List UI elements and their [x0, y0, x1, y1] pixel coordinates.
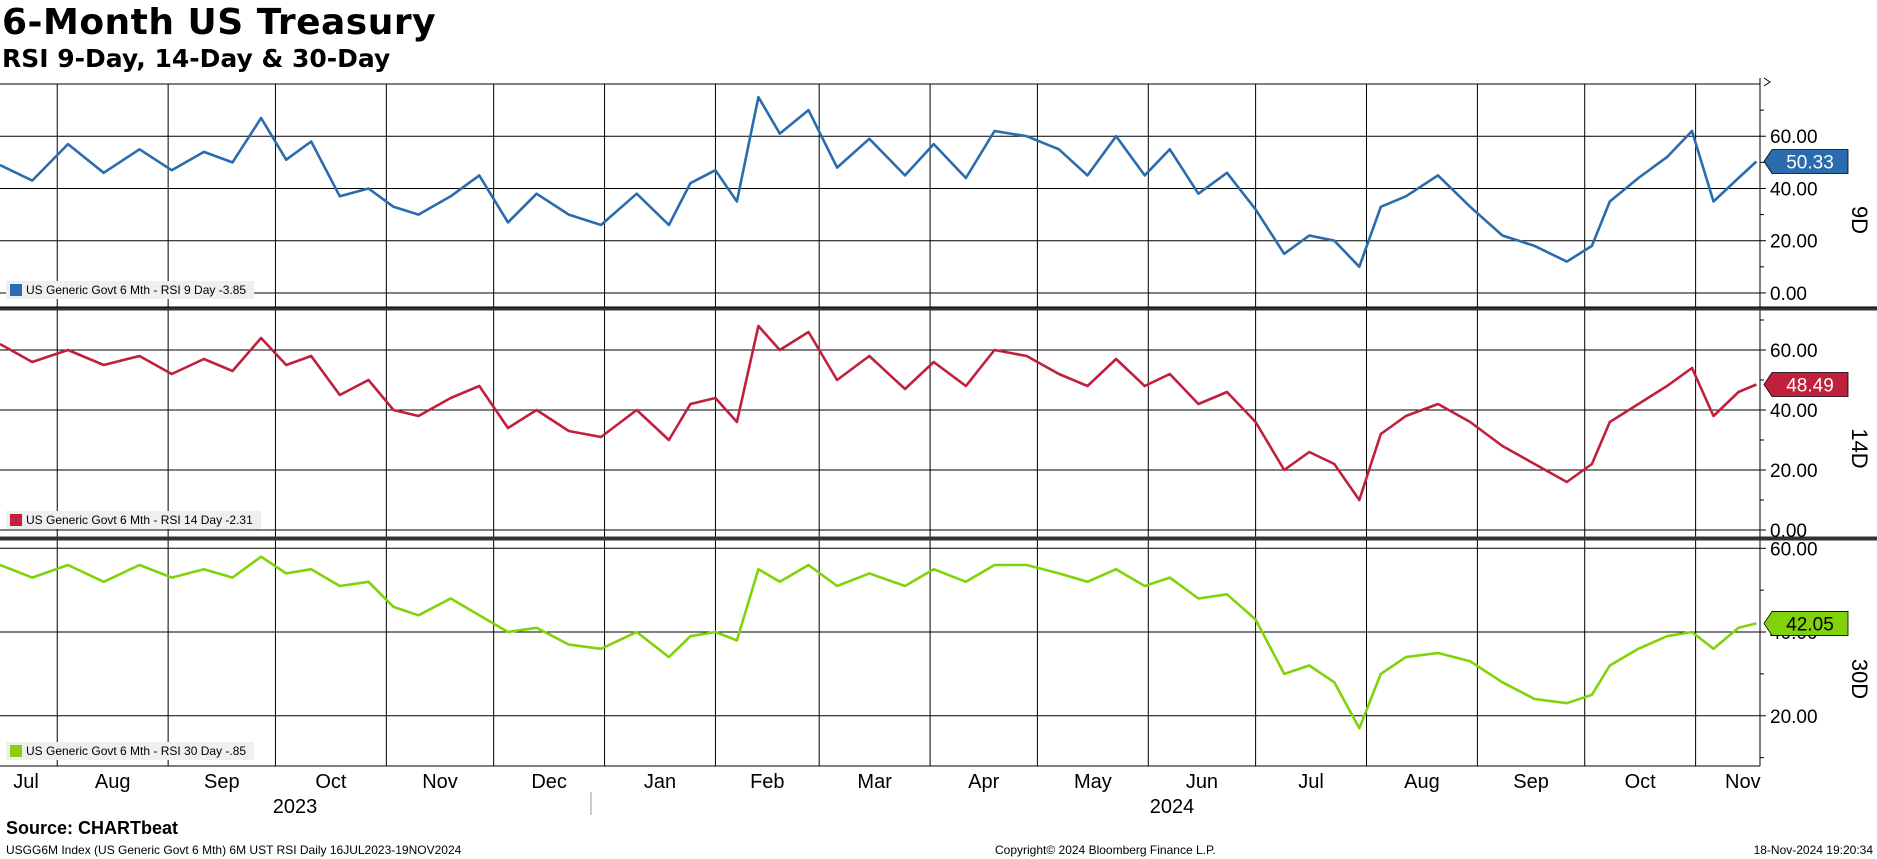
x-tick-label: Jul: [13, 771, 39, 793]
x-tick-label: Nov: [1725, 771, 1761, 793]
series-line-9D: [0, 95, 1758, 269]
last-value-label: 42.05: [1786, 614, 1834, 635]
x-tick-label: Apr: [968, 771, 999, 793]
panel-label: 9D: [1847, 206, 1872, 234]
series-line-30D: [0, 555, 1757, 730]
x-tick-label: Sep: [204, 771, 240, 793]
x-tick-label: Dec: [531, 771, 567, 793]
legend-label-9: US Generic Govt 6 Mth - RSI 9 Day -3.85: [26, 283, 247, 297]
legend-label-30: US Generic Govt 6 Mth - RSI 30 Day -.85: [26, 744, 247, 758]
last-value-tag: [1763, 372, 1849, 397]
y-tick-label: 40.00: [1770, 401, 1818, 422]
y-tick-label: 20.00: [1770, 461, 1818, 482]
chart-title: 6-Month US Treasury: [2, 2, 437, 43]
x-tick-label: Jun: [1186, 771, 1218, 793]
panel-label: 14D: [1847, 428, 1872, 468]
y-tick-label: 0.00: [1770, 284, 1807, 305]
x-tick-label: Sep: [1513, 771, 1549, 793]
y-tick-label: 60.00: [1770, 539, 1818, 560]
year-label: 2024: [1150, 796, 1195, 818]
source-label: Source: CHARTbeat: [6, 818, 179, 838]
y-tick-label: 60.00: [1770, 341, 1818, 362]
last-value-tag: [1763, 611, 1849, 636]
legend-rsi-30: US Generic Govt 6 Mth - RSI 30 Day -.85: [6, 742, 255, 760]
footer-ticker: USGG6M Index (US Generic Govt 6 Mth) 6M …: [6, 843, 462, 857]
footer-timestamp: 18-Nov-2024 19:20:34: [1753, 843, 1873, 857]
x-tick-label: Aug: [1404, 771, 1440, 793]
y-tick-label: 20.00: [1770, 232, 1818, 253]
axis-arrow: [1763, 77, 1771, 87]
y-tick-label: 40.00: [1770, 179, 1818, 200]
legend-swatch-14: [10, 514, 22, 526]
legend-rsi-14: US Generic Govt 6 Mth - RSI 14 Day -2.31: [6, 511, 261, 529]
last-value-label: 50.33: [1786, 152, 1834, 173]
x-tick-label: Aug: [95, 771, 131, 793]
x-tick-label: May: [1074, 771, 1112, 793]
legend-rsi-9: US Generic Govt 6 Mth - RSI 9 Day -3.85: [6, 281, 255, 299]
x-tick-label: Oct: [1625, 771, 1657, 793]
x-tick-label: Nov: [422, 771, 458, 793]
x-tick-label: Oct: [315, 771, 347, 793]
x-tick-label: Jan: [644, 771, 676, 793]
x-tick-label: Jul: [1298, 771, 1324, 793]
last-value-tag: [1763, 149, 1849, 174]
footer-copyright: Copyright© 2024 Bloomberg Finance L.P.: [995, 843, 1216, 857]
legend-label-14: US Generic Govt 6 Mth - RSI 14 Day -2.31: [26, 513, 253, 527]
chart-subtitle: RSI 9-Day, 14-Day & 30-Day: [2, 44, 391, 73]
x-tick-label: Feb: [750, 771, 784, 793]
last-value-label: 48.49: [1786, 376, 1834, 397]
y-tick-label: 60.00: [1770, 127, 1818, 148]
panel-label: 30D: [1847, 659, 1872, 699]
series-line-14D: [0, 324, 1757, 502]
year-label: 2023: [273, 796, 318, 818]
y-tick-label: 0.00: [1770, 521, 1807, 542]
x-tick-label: Mar: [857, 771, 892, 793]
y-tick-label: 20.00: [1770, 707, 1818, 728]
legend-swatch-9: [10, 284, 22, 296]
legend-swatch-30: [10, 745, 22, 757]
